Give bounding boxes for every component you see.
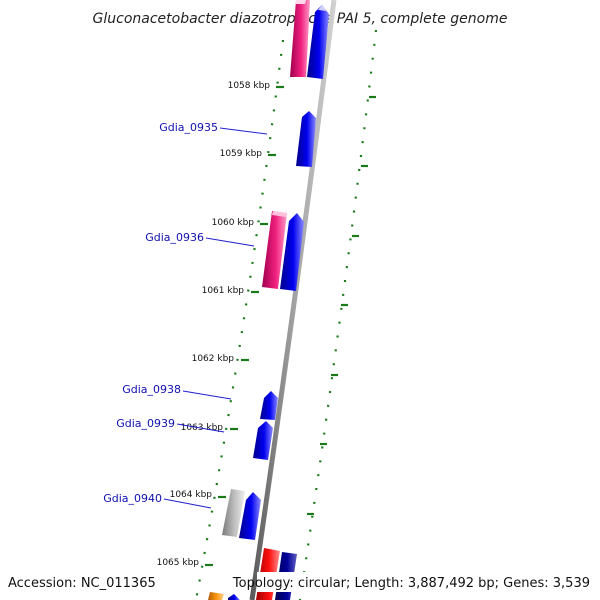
gene-feature bbox=[280, 213, 304, 291]
kbp-label: 1061 kbp bbox=[202, 286, 245, 296]
leader-line bbox=[205, 237, 255, 247]
gene-label: Gdia_0936 bbox=[145, 231, 204, 244]
leader-line bbox=[176, 423, 225, 433]
gene-labels: Gdia_0935 Gdia_0936 Gdia_0938 Gdia_0939 … bbox=[103, 121, 218, 505]
gene-feature bbox=[318, 5, 327, 11]
gene-leader-lines bbox=[163, 127, 268, 509]
kbp-label: 1059 kbp bbox=[220, 149, 263, 159]
gene-feature bbox=[253, 421, 273, 460]
gene-feature bbox=[290, 0, 310, 77]
footer-accession-bg bbox=[4, 572, 146, 592]
gene-feature bbox=[272, 211, 287, 217]
gene-label: Gdia_0938 bbox=[122, 383, 181, 396]
gene-feature bbox=[239, 492, 261, 540]
gene-feature bbox=[307, 5, 329, 79]
gene-feature bbox=[296, 111, 316, 167]
inner-major-ticks bbox=[205, 85, 284, 567]
footer-summary: Topology: circular; Length: 3,887,492 bp… bbox=[232, 576, 590, 591]
gene-feature bbox=[228, 594, 240, 600]
kbp-label: 1058 kbp bbox=[228, 81, 271, 91]
outer-dotted-ring bbox=[298, 29, 378, 600]
genome-backbone bbox=[249, 0, 337, 600]
gene-feature bbox=[222, 489, 245, 537]
footer-summary-bg bbox=[257, 572, 593, 592]
gene-label: Gdia_0939 bbox=[116, 417, 175, 430]
gene-feature bbox=[262, 211, 287, 289]
outer-major-ticks bbox=[307, 95, 376, 516]
footer-accession: Accession: NC_011365 bbox=[8, 576, 156, 591]
kbp-label: 1062 kbp bbox=[192, 354, 235, 364]
leader-line bbox=[219, 127, 268, 135]
gene-label: Gdia_0935 bbox=[159, 121, 218, 134]
leader-line bbox=[163, 498, 212, 509]
leader-line bbox=[182, 390, 232, 400]
kbp-label: 1060 kbp bbox=[212, 218, 255, 228]
gene-feature bbox=[208, 592, 224, 600]
kbp-label: 1065 kbp bbox=[157, 558, 200, 568]
gene-feature bbox=[295, 0, 306, 4]
gene-feature bbox=[260, 391, 278, 420]
kbp-label: 1064 kbp bbox=[170, 490, 213, 500]
gene-label: Gdia_0940 bbox=[103, 492, 162, 505]
